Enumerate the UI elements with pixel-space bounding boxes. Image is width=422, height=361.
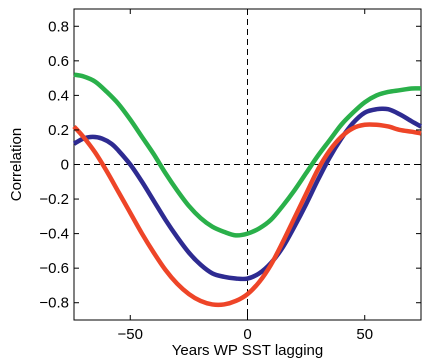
x-tick-label: 0 — [243, 326, 251, 343]
y-axis-label: Correlation — [8, 128, 25, 201]
series-line-1 — [73, 72, 422, 238]
tick-labels: 0.8 0.6 0.4 0.2 0 −0.2 −0.4 −0.6 −0.8 −50 0 50 — [39, 18, 373, 343]
series-line-3 — [72, 122, 422, 308]
ticks — [74, 9, 421, 320]
y-tick-label: −0.6 — [39, 260, 69, 277]
series-line-2 — [72, 106, 422, 282]
x-tick-label: 50 — [356, 326, 373, 343]
y-tick-label: 0.2 — [48, 122, 69, 139]
y-tick-label: −0.2 — [39, 191, 69, 208]
y-tick-label: 0.6 — [48, 53, 69, 70]
x-tick-label: −50 — [118, 326, 143, 343]
reference-lines — [74, 9, 421, 320]
y-tick-label: 0.4 — [48, 87, 69, 104]
y-tick-label: −0.4 — [39, 226, 69, 243]
x-axis-label: Years WP SST lagging — [172, 342, 323, 359]
y-tick-label: −0.8 — [39, 295, 69, 312]
y-tick-label: 0 — [61, 157, 69, 174]
series-layer — [72, 72, 422, 308]
y-tick-label: 0.8 — [48, 18, 69, 35]
